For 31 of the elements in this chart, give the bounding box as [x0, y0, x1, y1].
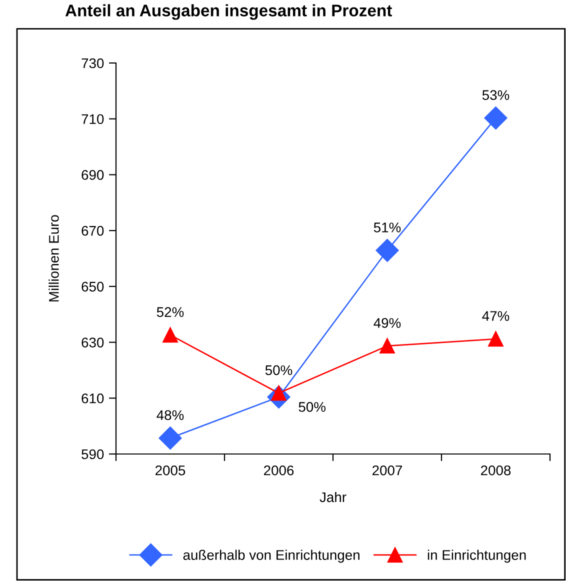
point: [162, 327, 178, 343]
y-axis-title: Millionen Euro: [48, 215, 59, 302]
y-tick-label: 730: [82, 58, 104, 68]
point: [380, 338, 395, 354]
annotation: 48%: [156, 410, 184, 420]
x-tick-label: 2006: [264, 465, 294, 476]
annotation: 50%: [298, 402, 326, 412]
point: [158, 426, 182, 450]
x-tick-label: 2005: [156, 465, 186, 476]
annotation: 47%: [482, 311, 510, 321]
annotation: 50%: [265, 365, 292, 376]
y-tick-label: 630: [82, 338, 104, 348]
y-tick-label: 590: [82, 449, 104, 460]
x-axis-title: Jahr: [320, 492, 346, 502]
y-tick-label: 650: [82, 282, 104, 292]
x-tick-label: 2008: [481, 465, 511, 476]
legend-label: außerhalb von Einrichtungen: [183, 550, 360, 563]
point: [484, 106, 508, 130]
chart-title: Anteil an Ausgaben insgesamt in Prozent: [65, 4, 392, 20]
legend-label: in Einrichtungen: [428, 550, 526, 563]
y-tick-label: 690: [82, 170, 104, 180]
annotation: 51%: [374, 222, 401, 232]
y-tick-label: 670: [82, 226, 104, 236]
annotation: 53%: [482, 90, 510, 100]
x-tick-label: 2007: [372, 465, 402, 476]
y-tick-label: 610: [82, 393, 104, 404]
point: [488, 331, 504, 347]
point: [376, 238, 399, 262]
annotation: 52%: [156, 307, 184, 317]
annotation: 49%: [374, 318, 401, 328]
y-tick-label: 710: [82, 114, 104, 124]
